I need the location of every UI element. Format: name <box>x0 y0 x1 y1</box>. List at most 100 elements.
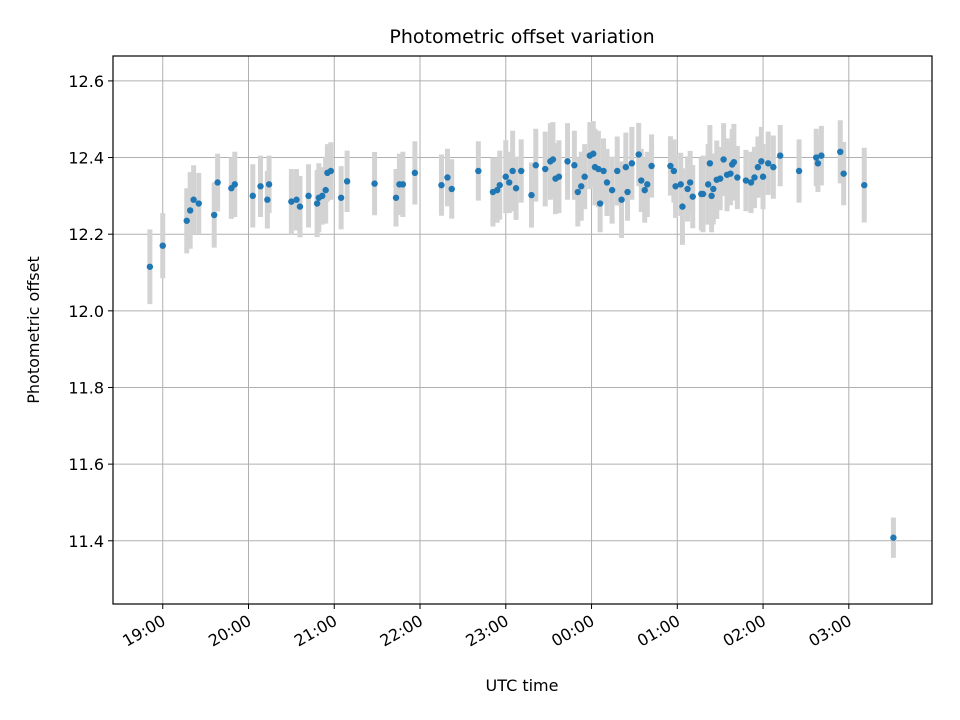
data-point <box>595 165 602 173</box>
data-point <box>747 179 755 186</box>
data-point <box>555 173 563 180</box>
data-point <box>195 200 202 207</box>
data-point <box>494 186 501 194</box>
data-point <box>596 200 604 207</box>
data-point <box>518 167 525 175</box>
data-point <box>337 194 345 201</box>
data-point <box>190 196 197 203</box>
data-point <box>648 162 655 170</box>
data-point <box>438 181 445 189</box>
data-point <box>730 158 738 166</box>
data-points <box>146 148 897 541</box>
y-tick-label: 12.2 <box>68 225 104 244</box>
data-point <box>578 183 585 190</box>
y-axis-title: Photometric offset <box>24 256 43 404</box>
data-point <box>818 152 825 159</box>
data-point <box>532 162 539 169</box>
data-point <box>574 188 582 196</box>
data-point <box>322 186 329 194</box>
data-point <box>159 242 166 249</box>
x-axis-title: UTC time <box>486 676 559 695</box>
y-axis: 11.4 11.6 11.8 12.0 12.2 12.4 12.6 <box>68 72 113 551</box>
data-point <box>506 179 513 186</box>
data-point <box>313 200 321 207</box>
data-point <box>813 154 820 161</box>
data-point <box>392 194 400 201</box>
data-point <box>296 203 304 210</box>
data-point <box>581 173 588 180</box>
data-point <box>770 163 777 171</box>
data-point <box>699 190 707 198</box>
y-tick-label: 11.8 <box>68 378 104 397</box>
data-point <box>327 167 335 175</box>
data-point <box>186 207 194 214</box>
data-point <box>249 192 256 200</box>
data-point <box>265 181 273 188</box>
data-point <box>411 169 419 177</box>
data-point <box>628 160 636 167</box>
data-point <box>716 175 724 182</box>
data-point <box>399 181 407 188</box>
data-point <box>600 167 607 175</box>
data-point <box>861 181 868 189</box>
data-point <box>618 196 625 203</box>
data-point <box>444 174 451 181</box>
data-point <box>720 156 727 163</box>
data-point <box>319 192 326 200</box>
data-point <box>708 192 715 200</box>
y-tick-label: 11.6 <box>68 455 104 474</box>
data-point <box>590 150 597 157</box>
data-point <box>624 188 631 196</box>
data-point <box>502 173 509 180</box>
data-point <box>751 174 758 181</box>
data-point <box>754 163 762 171</box>
data-point <box>795 167 803 175</box>
y-tick-label: 11.4 <box>68 532 104 551</box>
data-point <box>293 196 300 203</box>
data-point <box>146 263 154 270</box>
data-point <box>667 162 674 170</box>
data-point <box>727 170 734 177</box>
data-point <box>686 179 694 186</box>
data-point <box>343 178 351 185</box>
data-point <box>371 180 378 187</box>
data-point <box>210 211 218 219</box>
data-point <box>890 534 897 541</box>
data-point <box>448 185 455 193</box>
data-point <box>710 185 717 193</box>
data-point <box>288 198 295 205</box>
data-point <box>706 160 714 167</box>
data-point <box>672 183 679 190</box>
data-point <box>305 192 312 200</box>
data-point <box>183 217 190 224</box>
data-point <box>742 177 750 184</box>
data-point <box>512 185 520 192</box>
y-tick-label: 12.4 <box>68 149 104 168</box>
data-point <box>704 181 712 188</box>
data-point <box>689 193 696 200</box>
data-point <box>840 170 847 177</box>
data-point <box>759 173 767 180</box>
data-point <box>641 186 648 194</box>
plot-frame <box>112 55 933 605</box>
data-point <box>837 148 844 156</box>
data-point <box>214 179 221 186</box>
y-tick-label: 12.0 <box>68 302 104 321</box>
data-point <box>684 185 691 193</box>
chart-title: Photometric offset variation <box>389 26 654 48</box>
data-point <box>679 203 686 210</box>
data-point <box>758 158 765 165</box>
data-point <box>603 179 611 186</box>
data-point <box>765 160 772 167</box>
data-point <box>542 165 549 173</box>
data-point <box>622 163 630 171</box>
y-tick-label: 12.6 <box>68 72 104 91</box>
data-point <box>231 181 238 188</box>
data-point <box>528 191 535 199</box>
data-point <box>644 181 651 188</box>
data-point <box>257 183 264 190</box>
data-point <box>614 167 621 175</box>
data-point <box>734 174 741 181</box>
